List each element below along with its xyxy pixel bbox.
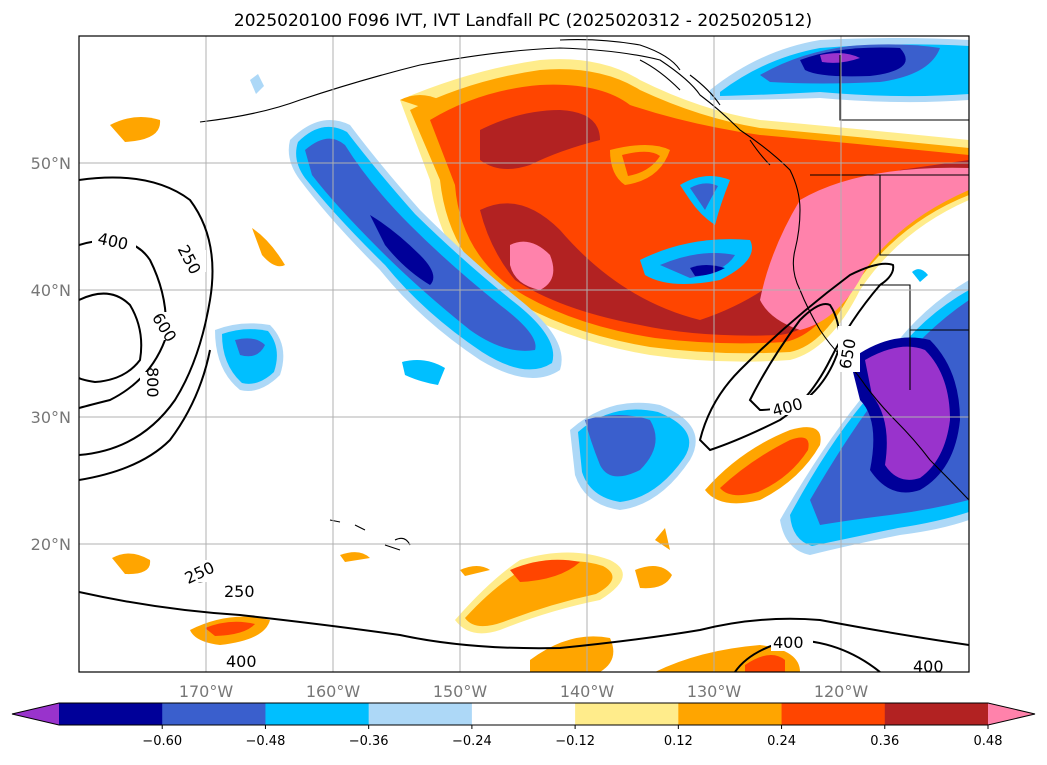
lon-tick: 140°W [560, 682, 615, 701]
latitude-ticks: 50°N 40°N 30°N 20°N [31, 154, 71, 554]
colorbar: −0.60 −0.48 −0.36 −0.24 −0.12 0.12 0.24 0.36 0.4… [11, 702, 1036, 749]
colorbar-tick-label: 0.48 [974, 734, 1003, 749]
colorbar-segment [265, 703, 370, 725]
positive-ivt-patches [110, 116, 821, 672]
lon-tick: 120°W [814, 682, 869, 701]
colorbar-tick-label: −0.60 [142, 734, 182, 749]
colorbar-tick-label: 0.36 [870, 734, 899, 749]
colorbar-segment [471, 703, 576, 725]
contour-label: 250 [224, 582, 255, 601]
lon-tick: 160°W [306, 682, 361, 701]
lat-tick: 30°N [31, 408, 71, 427]
lon-tick: 170°W [179, 682, 234, 701]
lon-tick: 130°W [687, 682, 742, 701]
lat-tick: 50°N [31, 154, 71, 173]
gridlines [79, 36, 969, 672]
coastlines [199, 39, 969, 551]
colorbar-tick-label: 0.24 [767, 734, 796, 749]
longitude-ticks: 170°W 160°W 150°W 140°W 130°W 120°W [179, 682, 869, 701]
colorbar-segment [368, 703, 473, 725]
contour-label: 400 [226, 652, 257, 671]
lon-tick: 150°W [433, 682, 488, 701]
colorbar-segment [781, 703, 886, 725]
colorbar-segment [59, 703, 163, 725]
map-title: 2025020100 F096 IVT, IVT Landfall PC (20… [234, 11, 812, 31]
colorbar-tick-label: 0.12 [664, 734, 693, 749]
map-frame [78, 35, 970, 673]
colorbar-extend-low [12, 703, 59, 725]
contour-label: 800 [143, 367, 162, 398]
negative-ivt-patches [215, 38, 969, 555]
colorbar-tick-label: −0.12 [555, 734, 595, 749]
colorbar-segment [884, 703, 989, 725]
contour-label: 400 [913, 657, 944, 676]
colorbar-tick-label: −0.24 [452, 734, 492, 749]
lat-tick: 20°N [31, 535, 71, 554]
colorbar-segment [575, 703, 679, 725]
lat-tick: 40°N [31, 281, 71, 300]
contour-label: 400 [773, 633, 804, 652]
positive-ivt-spiral [400, 59, 969, 362]
colorbar-tick-label: −0.48 [246, 734, 286, 749]
colorbar-segment [162, 703, 266, 725]
colorbar-tick-label: −0.36 [349, 734, 389, 749]
colorbar-extend-high [988, 703, 1035, 725]
colorbar-segment [678, 703, 783, 725]
map-area: 400 250 600 800 250 250 400 650 400 400 … [79, 36, 969, 676]
